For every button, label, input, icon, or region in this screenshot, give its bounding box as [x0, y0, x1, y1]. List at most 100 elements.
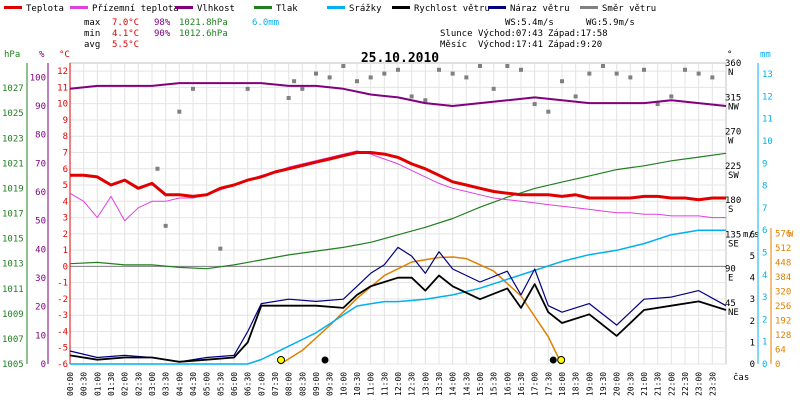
legend-swatch-1: [70, 6, 88, 9]
rain-tick-0: 13: [762, 70, 773, 80]
humidity-tick-8: 20: [35, 303, 46, 313]
stat-max-hum: 98%: [154, 18, 171, 28]
temperature-tick-1: 11: [57, 83, 68, 93]
direction-dot-33: [218, 246, 223, 251]
temperature-tick-15: -3: [57, 311, 68, 321]
moon-set: Západ:9:20: [548, 40, 602, 50]
direction-dot-23: [587, 71, 592, 76]
time-tick-13: 06:30: [244, 372, 253, 396]
direction-deg-3: 225: [725, 162, 741, 172]
direction-deg-4: 180: [725, 196, 741, 206]
time-tick-9: 04:30: [189, 372, 198, 396]
temperature-tick-10: 2: [63, 230, 68, 240]
time-tick-32: 16:00: [503, 372, 512, 396]
direction-dot-28: [655, 102, 660, 107]
time-tick-25: 12:30: [408, 372, 417, 396]
direction-dir-3: SW: [728, 171, 739, 181]
rain-tick-9: 4: [762, 271, 767, 281]
time-tick-19: 09:30: [326, 372, 335, 396]
rain-tick-10: 3: [762, 293, 767, 303]
time-tick-41: 20:30: [626, 372, 635, 396]
direction-deg-1: 315: [725, 93, 741, 103]
temperature-tick-11: 1: [63, 246, 68, 256]
stat-min-label: min: [84, 29, 100, 39]
sun-label: Slunce: [440, 29, 473, 39]
direction-dot-32: [710, 75, 715, 80]
direction-deg-5: 135: [725, 230, 741, 240]
rain-tick-5: 8: [762, 182, 767, 192]
humidity-tick-10: 0: [41, 360, 46, 370]
direction-dir-4: S: [728, 205, 733, 215]
pressure-tick-2: 1023: [2, 134, 24, 144]
direction-dot-15: [478, 64, 482, 68]
time-tick-29: 14:30: [462, 372, 471, 396]
direction-dot-7: [368, 75, 373, 80]
direction-dot-29: [669, 94, 674, 99]
stat-max-temp: 7.0°C: [112, 18, 139, 28]
direction-dot-13: [450, 71, 455, 76]
humidity-tick-7: 30: [35, 274, 46, 284]
time-tick-22: 11:00: [367, 372, 376, 396]
time-tick-42: 21:00: [640, 372, 649, 396]
pressure-tick-10: 1007: [2, 335, 24, 345]
rain-tick-3: 10: [762, 137, 773, 147]
legend-swatch-6: [488, 6, 506, 9]
time-tick-0: 00:00: [66, 372, 75, 396]
direction-dot-8: [382, 71, 387, 76]
direction-dot-12: [437, 67, 441, 72]
solar-tick-4: 320: [775, 287, 791, 297]
chart-title: 25.10.2010: [361, 51, 439, 66]
direction-dot-24: [601, 64, 605, 68]
direction-deg-7: 45: [725, 299, 736, 309]
time-tick-47: 23:30: [708, 372, 717, 396]
solar-tick-1: 512: [775, 244, 791, 254]
legend-swatch-7: [580, 6, 598, 9]
temperature-tick-0: 12: [57, 67, 68, 77]
time-tick-5: 02:30: [134, 372, 143, 396]
time-tick-34: 17:00: [531, 372, 540, 396]
legend-label-6: Náraz větru: [510, 4, 570, 14]
humidity-tick-5: 50: [35, 217, 46, 227]
time-tick-44: 22:00: [667, 372, 676, 396]
direction-dot-1: [292, 79, 297, 84]
rain-line: [70, 229, 726, 365]
time-tick-23: 11:30: [380, 372, 389, 396]
direction-dot-25: [614, 71, 619, 76]
humidity-tick-0: 100: [30, 73, 46, 83]
temperature-tick-18: -6: [57, 360, 68, 370]
temperature-tick-14: -2: [57, 295, 68, 305]
wind-gust-info: WG:5.9m/s: [586, 18, 635, 28]
pressure-line: [69, 152, 727, 270]
moonset-marker: [321, 356, 329, 364]
time-tick-20: 10:00: [339, 372, 348, 396]
temperature-tick-9: 3: [63, 214, 68, 224]
wind-tick-2: 4: [750, 274, 755, 284]
moonrise-marker: [549, 356, 557, 364]
direction-dot-10: [409, 94, 414, 99]
temperature-line: [70, 151, 726, 202]
stat-min-hum: 90%: [154, 29, 171, 39]
direction-dot-35: [155, 166, 160, 171]
stat-max-label: max: [84, 18, 101, 28]
direction-dot-9: [396, 67, 400, 72]
legend-swatch-4: [327, 6, 345, 9]
legend-label-4: Srážky: [349, 4, 382, 14]
legend-swatch-5: [392, 6, 410, 9]
time-tick-45: 22:30: [681, 372, 690, 396]
direction-dot-34: [245, 86, 250, 91]
wind-tick-0: 6: [750, 230, 755, 240]
direction-dot-11: [423, 98, 428, 103]
direction-dir-7: NE: [728, 308, 739, 318]
temperature-tick-17: -5: [57, 344, 68, 354]
direction-dir-1: NW: [728, 102, 739, 112]
direction-dot-27: [642, 67, 646, 72]
legend-label-3: Tlak: [276, 4, 298, 14]
stat-avg-label: avg: [84, 40, 100, 50]
stat-max-press: 1021.8hPa: [179, 18, 228, 28]
temperature-tick-6: 6: [63, 165, 68, 175]
time-tick-12: 06:00: [230, 372, 239, 396]
direction-dot-16: [491, 86, 496, 91]
unit-pressure: hPa: [4, 50, 20, 60]
time-tick-6: 03:00: [148, 372, 157, 396]
direction-dot-36: [163, 223, 168, 228]
